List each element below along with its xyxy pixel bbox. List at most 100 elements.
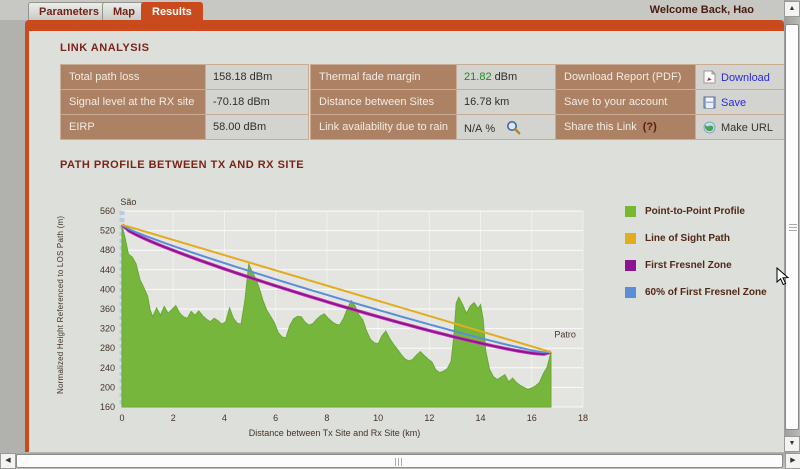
pdf-icon[interactable] [703, 69, 717, 84]
horizontal-scrollbar[interactable]: ◀ ▶ [0, 453, 800, 469]
x-axis-title: Distance between Tx Site and Rx Site (km… [249, 428, 420, 438]
link-analysis-table-2: Thermal fade margin 21.82 dBm Distance be… [310, 64, 566, 140]
table-row: Download Report (PDF) Download [556, 65, 793, 89]
value-number: -70.18 [213, 96, 245, 108]
scroll-right-button[interactable]: ▶ [785, 453, 800, 469]
row-value: 16.78 km [457, 90, 565, 114]
thumb-grip [789, 230, 797, 231]
row-label: Download Report (PDF) [556, 65, 695, 89]
chart-legend: Point-to-Point Profile Line of Sight Pat… [625, 205, 767, 313]
value-unit: dBm [243, 121, 267, 133]
row-value: 21.82 dBm [457, 65, 565, 89]
globe-icon[interactable] [703, 121, 716, 134]
row-label: Signal level at the RX site [61, 90, 205, 114]
table-row: Distance between Sites 16.78 km [311, 90, 565, 114]
tab-bar: Parameters Map Results Welcome Back, Hao [0, 0, 784, 20]
scroll-up-button[interactable]: ▲ [784, 1, 800, 17]
y-tick-label: 320 [100, 324, 115, 334]
value-unit: km [494, 96, 510, 108]
scroll-down-button[interactable]: ▼ [784, 436, 800, 452]
y-tick-label: 160 [100, 402, 115, 412]
horizontal-scrollbar-thumb[interactable] [16, 454, 783, 468]
legend-item-los: Line of Sight Path [625, 232, 767, 244]
row-label: Total path loss [61, 65, 205, 89]
save-link[interactable]: Save [721, 96, 747, 109]
welcome-message: Welcome Back, Hao [649, 4, 754, 16]
x-tick-label: 2 [171, 413, 176, 423]
row-label-text: Share this Link [564, 121, 637, 133]
tab-map[interactable]: Map [102, 2, 146, 20]
y-tick-label: 280 [100, 343, 115, 353]
table-row: Total path loss 158.18 dBm [61, 65, 308, 89]
table-row: Share this Link (?) Make URL [556, 115, 793, 139]
table-row: Signal level at the RX site -70.18 dBm [61, 90, 308, 114]
vertical-scrollbar-thumb[interactable] [785, 24, 799, 430]
legend-swatch-yellow [625, 232, 636, 244]
y-tick-label: 440 [100, 265, 115, 275]
y-tick-label: 360 [100, 304, 115, 314]
x-tick-label: 0 [119, 413, 124, 423]
x-tick-label: 16 [527, 413, 537, 423]
make-url-link[interactable]: Make URL [721, 121, 773, 134]
thumb-grip [789, 227, 797, 228]
legend-swatch-blue [625, 286, 636, 298]
legend-label: Line of Sight Path [645, 232, 730, 244]
row-action: Make URL [696, 115, 793, 139]
table-row: Save to your account Save [556, 90, 793, 114]
legend-label: 60% of First Fresnel Zone [645, 286, 767, 298]
x-tick-label: 18 [578, 413, 588, 423]
site-label: São [120, 197, 136, 207]
first-fresnel-zone-line [121, 224, 552, 356]
thumb-grip [398, 458, 399, 466]
y-tick-label: 240 [100, 363, 115, 373]
legend-label: Point-to-Point Profile [645, 205, 745, 217]
y-axis-title: Normalized Height Referenced to LOS Path… [56, 215, 65, 395]
link-analysis-table-1: Total path loss 158.18 dBm Signal level a… [60, 64, 309, 140]
row-value: -70.18 dBm [206, 90, 308, 114]
share-hint[interactable]: (?) [642, 121, 657, 133]
chart-canvas: 560 520 480 440 400 360 320 280 240 200 160 0 2 4 6 8 10… [100, 197, 588, 438]
row-label: EIRP [61, 115, 205, 139]
row-label: Save to your account [556, 90, 695, 114]
fresnel-60-line [121, 223, 552, 354]
site-label: Patro [554, 329, 576, 339]
x-tick-label: 4 [222, 413, 227, 423]
thumb-grip [395, 458, 396, 466]
value-unit: dBm [247, 96, 270, 108]
legend-item-fresnel60: 60% of First Fresnel Zone [625, 286, 767, 298]
scroll-left-button[interactable]: ◀ [0, 453, 16, 469]
x-tick-label: 12 [424, 413, 434, 423]
table-row: Thermal fade margin 21.82 dBm [311, 65, 565, 89]
value-number: 158.18 [213, 71, 247, 83]
line-of-sight-path [121, 223, 552, 354]
value-number: 21.82 [464, 71, 492, 83]
link-analysis-table-3: Download Report (PDF) Download Save to y… [555, 64, 794, 140]
value-unit: % [485, 122, 496, 135]
value-number: 16.78 [464, 96, 492, 108]
save-icon[interactable] [703, 96, 716, 109]
legend-item-fresnel: First Fresnel Zone [625, 259, 767, 271]
download-report-link[interactable]: Download [721, 72, 770, 84]
active-tab-bar [25, 20, 784, 31]
magnifier-icon[interactable] [506, 120, 521, 135]
y-tick-label: 400 [100, 284, 115, 294]
tab-results[interactable]: Results [141, 2, 203, 20]
value-unit: dBm [249, 71, 273, 83]
row-value: 58.00 dBm [206, 115, 308, 139]
table-row: Link availability due to rain N/A% [311, 115, 565, 139]
y-tick-label: 560 [100, 206, 115, 216]
vertical-scrollbar[interactable]: ▲ ▼ [784, 0, 800, 453]
x-tick-label: 10 [373, 413, 383, 423]
thumb-grip [401, 458, 402, 466]
value-number: 58.00 [213, 121, 241, 133]
row-action: Download [696, 65, 793, 89]
mouse-cursor [776, 267, 790, 286]
x-tick-label: 14 [476, 413, 486, 423]
y-tick-label: 200 [100, 382, 115, 392]
legend-swatch-purple [625, 259, 636, 271]
link-analysis-title: LINK ANALYSIS [60, 42, 150, 54]
row-label: Thermal fade margin [311, 65, 457, 89]
tab-parameters[interactable]: Parameters [28, 2, 110, 20]
row-action: Save [696, 90, 793, 114]
